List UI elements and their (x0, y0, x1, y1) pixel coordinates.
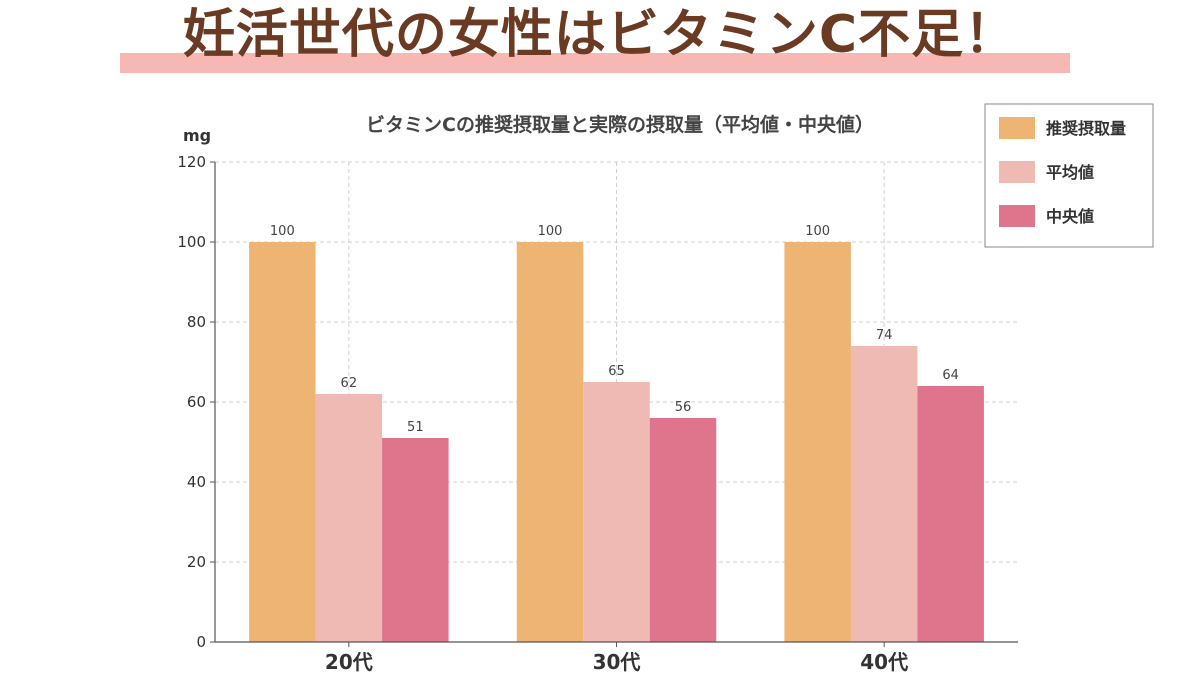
data-label: 74 (876, 328, 893, 343)
x-tick-label: 30代 (593, 650, 641, 674)
y-tick-label: 20 (187, 553, 206, 571)
bar (583, 382, 650, 642)
page-title: 妊活世代の女性はビタミンC不足！ (182, 5, 1018, 65)
data-labels: 100 62 51 100 65 56 100 74 64 (270, 224, 959, 435)
data-label: 51 (407, 420, 424, 435)
bar (784, 242, 851, 642)
bar (516, 242, 584, 642)
data-label: 100 (270, 224, 295, 239)
y-tick-label: 100 (177, 233, 206, 251)
y-tick-label: 0 (196, 633, 206, 651)
headline-block: 妊活世代の女性はビタミンC不足！ (0, 0, 1200, 80)
data-label: 100 (538, 224, 563, 239)
bar (382, 438, 449, 642)
bar (850, 346, 918, 642)
x-tick-label: 20代 (325, 650, 373, 674)
bar (917, 386, 984, 642)
bar (649, 418, 717, 642)
x-tick-label: 40代 (860, 650, 908, 674)
data-label: 62 (341, 376, 358, 391)
legend-swatch (999, 161, 1035, 183)
legend-label: 推奨摂取量 (1046, 119, 1126, 138)
data-label: 65 (608, 364, 625, 379)
data-label: 56 (675, 400, 692, 415)
legend-label: 平均値 (1046, 163, 1094, 182)
y-tick-label: 60 (187, 393, 206, 411)
headline-highlight (120, 53, 1070, 73)
bar (249, 242, 316, 642)
y-axis-unit-label: mg (183, 126, 211, 145)
y-tick-label: 40 (187, 473, 206, 491)
bar (315, 394, 383, 642)
y-tick-label: 120 (177, 153, 206, 171)
data-label: 100 (805, 224, 830, 239)
data-label: 64 (942, 368, 959, 383)
legend-label: 中央値 (1046, 207, 1094, 226)
chart-title: ビタミンCの推奨摂取量と実際の摂取量（平均値・中央値） (366, 113, 874, 136)
legend-swatch (999, 205, 1035, 227)
legend-swatch (999, 117, 1035, 139)
axes: 0 20 40 60 80 100 120 20代 30代 40代 (177, 153, 1018, 674)
bars (249, 242, 984, 642)
y-tick-label: 80 (187, 313, 206, 331)
